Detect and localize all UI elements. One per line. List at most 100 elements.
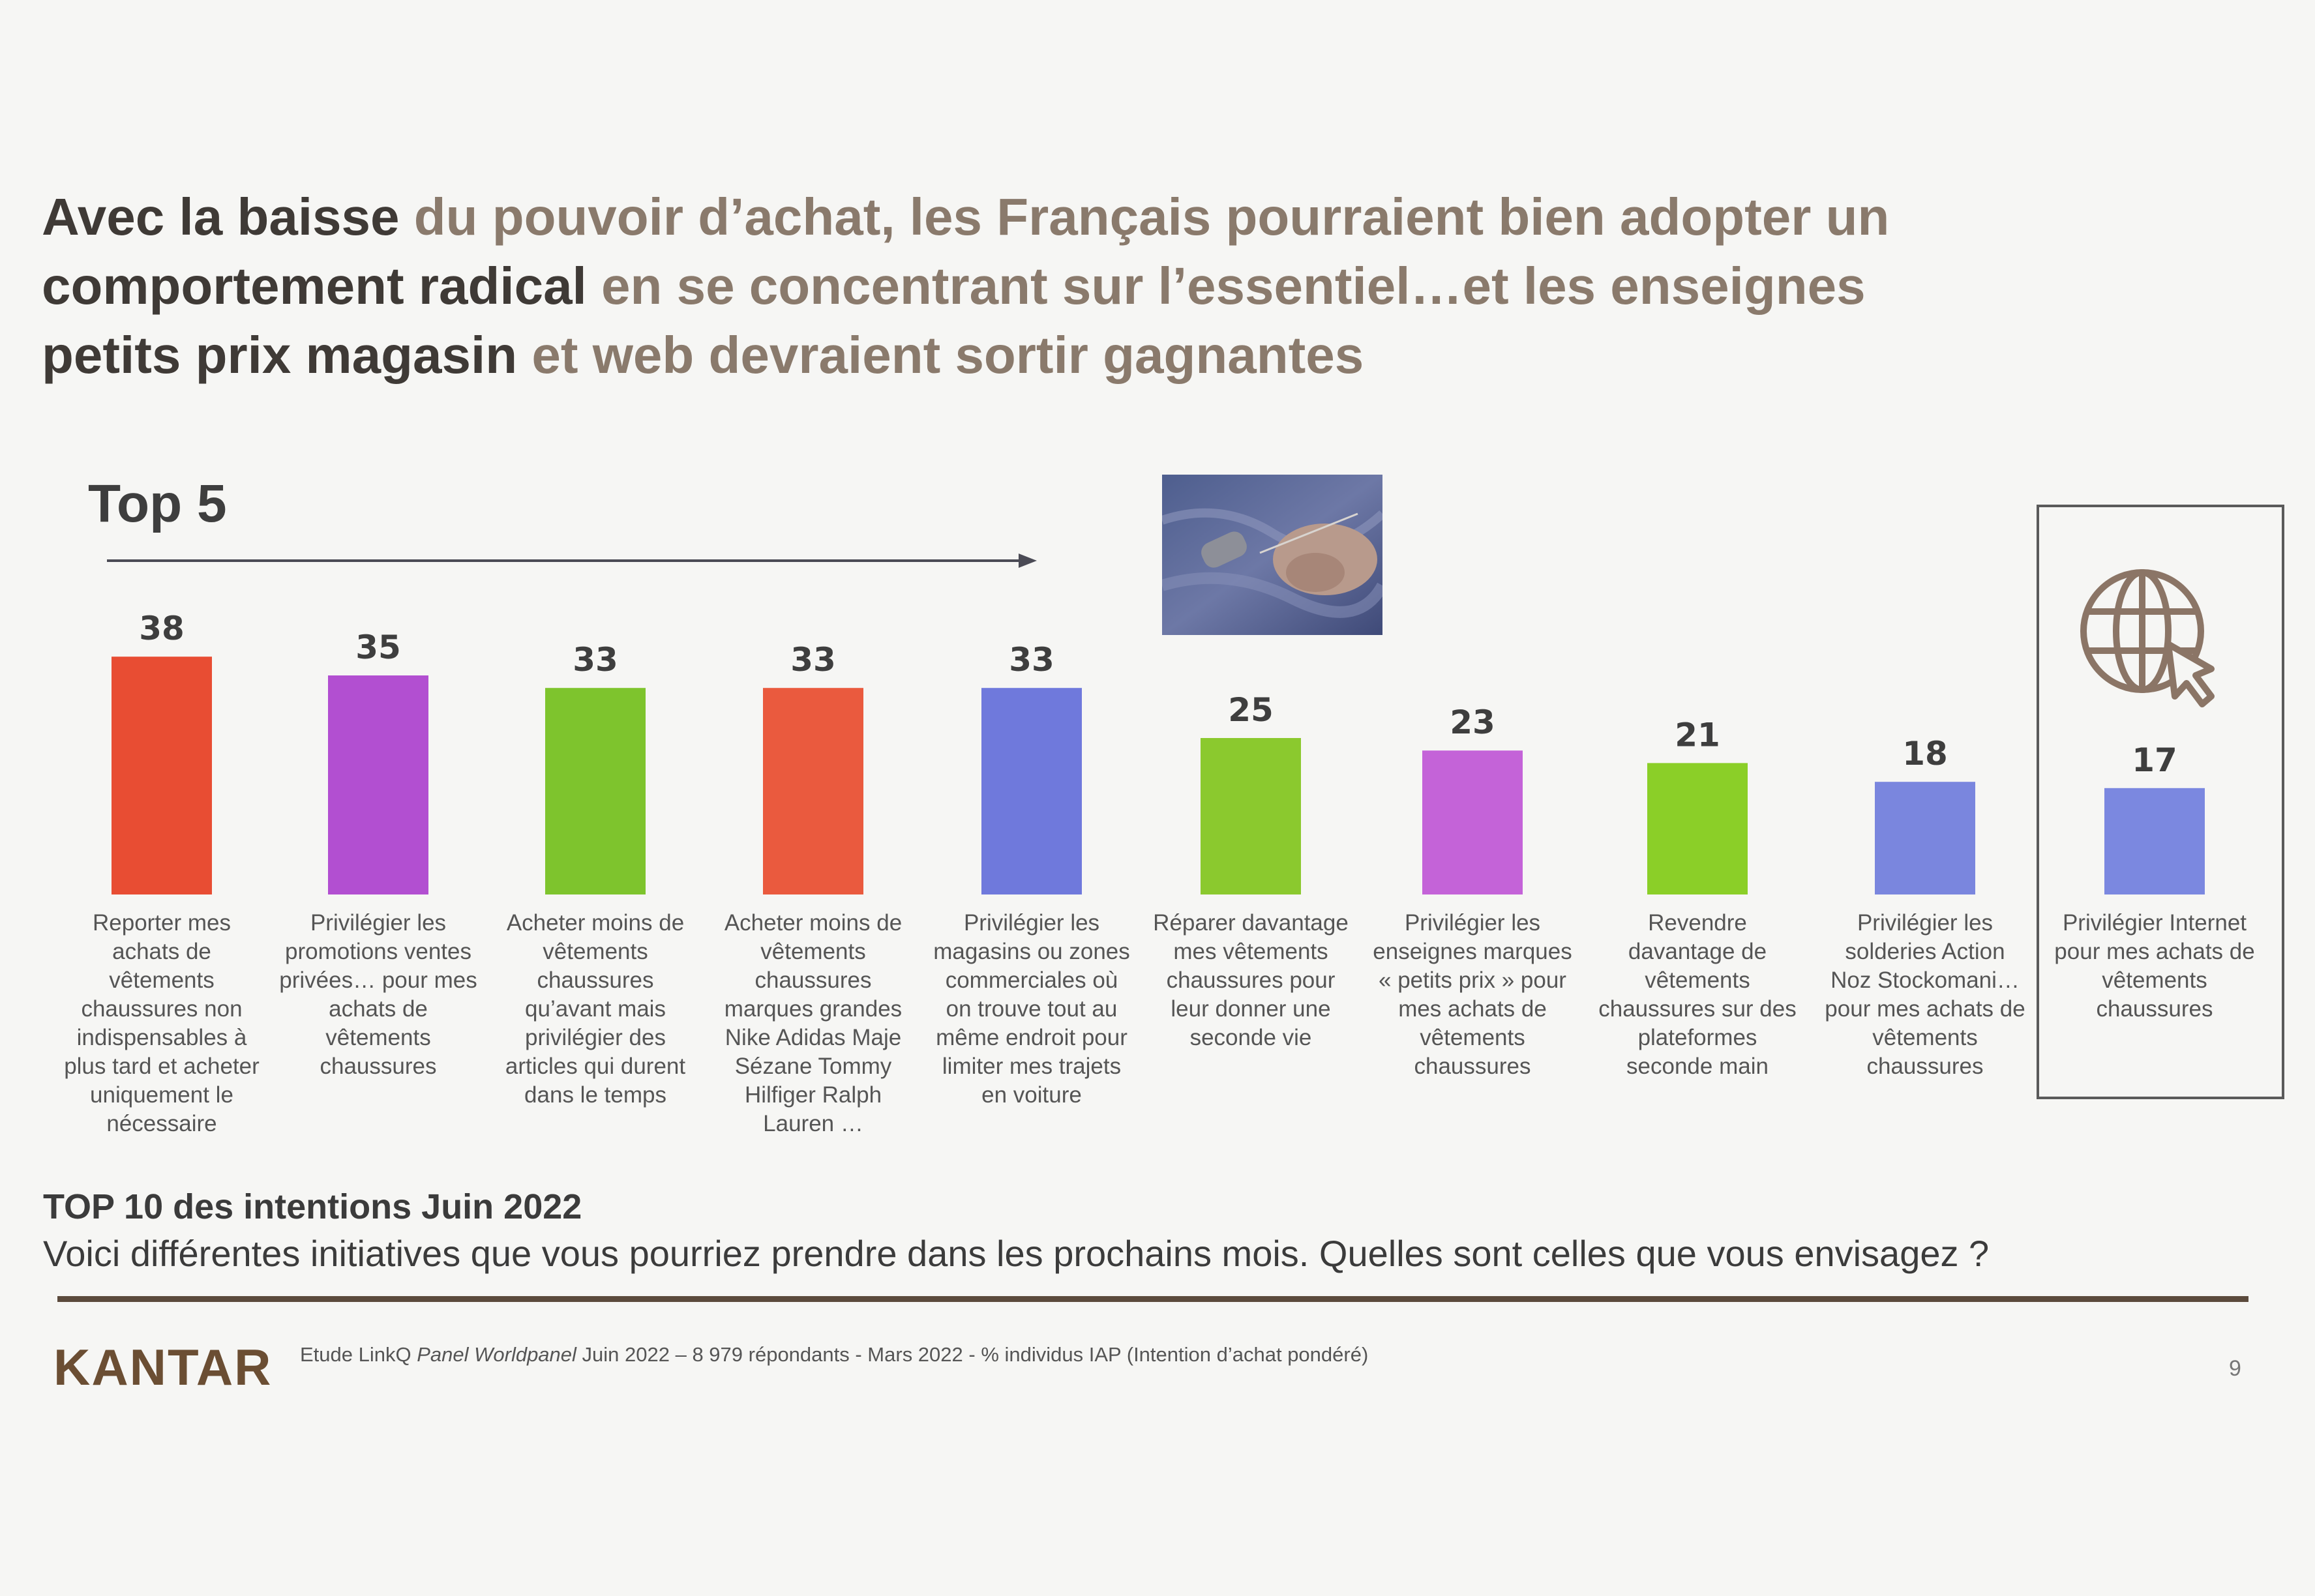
category-label-6: Réparer davantage mes vêtements chaussures… [1146, 909, 1355, 1052]
category-label-line: Noz Stockomani… [1830, 968, 2020, 993]
category-label-line: enseignes marques [1373, 939, 1572, 964]
category-label-line: Privilégier les [1404, 910, 1541, 936]
category-label-2: Privilégier les promotions ventes privées…… [274, 909, 483, 1081]
category-label-line: vêtements [760, 939, 866, 964]
category-label-line: vêtements [1872, 1025, 1978, 1050]
value-label-2: 35 [355, 628, 401, 666]
category-label-line: Reporter mes [92, 910, 232, 936]
category-label-line: leur donner une [1171, 996, 1331, 1022]
category-label-line: Acheter moins de [724, 910, 903, 936]
category-label-line: Privilégier les [310, 910, 447, 936]
category-label-line: dans le temps [524, 1082, 666, 1108]
category-label-9: Privilégier les solderies Action Noz Stock… [1821, 909, 2029, 1081]
bar-9 [1875, 782, 1975, 894]
category-label-line: même endroit pour [936, 1025, 1128, 1050]
slide-title: Avec la baisse du pouvoir d’achat, les F… [42, 183, 2194, 390]
category-label-line: vêtements [325, 1025, 431, 1050]
category-label-8: Revendre davantage de vêtements chaussures … [1593, 909, 1802, 1081]
category-label-line: nécessaire [106, 1111, 217, 1136]
category-label-line: limiter mes trajets [942, 1054, 1122, 1079]
source-note: Etude LinkQ Panel Worldpanel Juin 2022 –… [300, 1343, 1369, 1366]
category-label-5: Privilégier les magasins ou zones commerci… [927, 909, 1136, 1110]
value-label-8: 21 [1675, 716, 1720, 754]
value-label-10: 17 [2132, 741, 2177, 779]
category-label-line: chaussures pour [1166, 968, 1336, 993]
bar-10 [2104, 788, 2205, 894]
category-label-line: mes vêtements [1173, 939, 1328, 964]
category-label-line: chaussures [320, 1054, 437, 1079]
category-label-line: on trouve tout au [946, 996, 1118, 1022]
category-label-line: plateformes [1637, 1025, 1757, 1050]
category-label-line: chaussures [1866, 1054, 1984, 1079]
category-label-3: Acheter moins de vêtements chaussures qu’av… [491, 909, 700, 1110]
category-label-1: Reporter mes achats de vêtements chaussures… [57, 909, 266, 1138]
category-label-line: uniquement le [90, 1082, 233, 1108]
top5-label: Top 5 [88, 474, 227, 533]
value-label-6: 25 [1228, 691, 1274, 729]
category-label-line: chaussures [537, 968, 654, 993]
title-line-2: comportement radical en se concentrant s… [42, 257, 1866, 315]
category-label-line: chaussures [1414, 1054, 1531, 1079]
category-label-line: pour mes achats de [1825, 996, 2025, 1022]
category-label-line: plus tard et acheter [64, 1054, 260, 1079]
value-label-1: 38 [139, 610, 185, 647]
category-label-line: qu’avant mais [525, 996, 666, 1022]
category-label-line: solderies Action [1845, 939, 2005, 964]
category-label-line: Privilégier Internet [2062, 910, 2247, 936]
category-label-line: Nike Adidas Maje [724, 1025, 902, 1050]
globe-cursor-icon [2080, 569, 2215, 707]
category-label-line: Sézane Tommy [734, 1054, 892, 1079]
page-number: 9 [2229, 1356, 2241, 1381]
category-label-line: privées… pour mes [279, 968, 477, 993]
category-label-line: vêtements [543, 939, 648, 964]
category-label-line: vêtements [109, 968, 215, 993]
top5-arrow-icon [107, 554, 1037, 568]
category-label-line: Hilfiger Ralph [744, 1082, 882, 1108]
category-label-line: achats de [329, 996, 428, 1022]
category-label-line: promotions ventes [285, 939, 471, 964]
bar-8 [1647, 763, 1748, 894]
category-label-line: pour mes achats de [2054, 939, 2255, 964]
category-label-line: privilégier des [525, 1025, 666, 1050]
bar-4 [763, 688, 863, 894]
sewing-photo [1162, 475, 1382, 635]
category-label-line: Réparer davantage [1153, 910, 1349, 936]
category-label-line: seconde main [1626, 1054, 1769, 1079]
category-label-line: en voiture [981, 1082, 1082, 1108]
category-label-line: commerciales où [945, 968, 1118, 993]
value-label-9: 18 [1902, 735, 1948, 773]
value-label-5: 33 [1009, 641, 1054, 679]
category-label-line: indispensables à [76, 1025, 247, 1050]
category-label-10: Privilégier Internet pour mes achats de vê… [2050, 909, 2259, 1024]
value-label-3: 33 [573, 641, 618, 679]
footer-rule [57, 1296, 2248, 1302]
title-line-3: petits prix magasin et web devraient sor… [42, 326, 1364, 384]
category-label-line: chaussures sur des [1598, 996, 1797, 1022]
bar-7 [1422, 750, 1523, 894]
category-label-line: Lauren … [763, 1111, 863, 1136]
category-label-7: Privilégier les enseignes marques « petits… [1368, 909, 1577, 1081]
category-label-line: chaussures [754, 968, 872, 993]
category-label-line: vêtements [2102, 968, 2207, 993]
title-line-1: Avec la baisse du pouvoir d’achat, les F… [42, 188, 1890, 246]
category-label-line: « petits prix » pour [1379, 968, 1566, 993]
category-label-line: Acheter moins de [506, 910, 685, 936]
category-label-line: chaussures [2096, 996, 2213, 1022]
category-label-line: Privilégier les [963, 910, 1100, 936]
category-label-line: Privilégier les [1857, 910, 1994, 936]
chart-subtitle: TOP 10 des intentions Juin 2022 [43, 1187, 582, 1226]
category-label-line: vêtements [1645, 968, 1750, 993]
bar-6 [1201, 738, 1301, 894]
survey-question: Voici différentes initiatives que vous p… [43, 1233, 1990, 1274]
category-label-4: Acheter moins de vêtements chaussures marqu… [709, 909, 918, 1138]
category-label-line: vêtements [1420, 1025, 1525, 1050]
category-label-line: mes achats de [1398, 996, 1547, 1022]
bar-2 [328, 675, 428, 894]
category-label-line: Revendre [1648, 910, 1747, 936]
bar-5 [981, 688, 1082, 894]
category-label-line: seconde vie [1189, 1025, 1312, 1050]
brand-logo: KANTAR [53, 1338, 273, 1396]
bar-1 [112, 657, 212, 894]
value-label-4: 33 [790, 641, 836, 679]
